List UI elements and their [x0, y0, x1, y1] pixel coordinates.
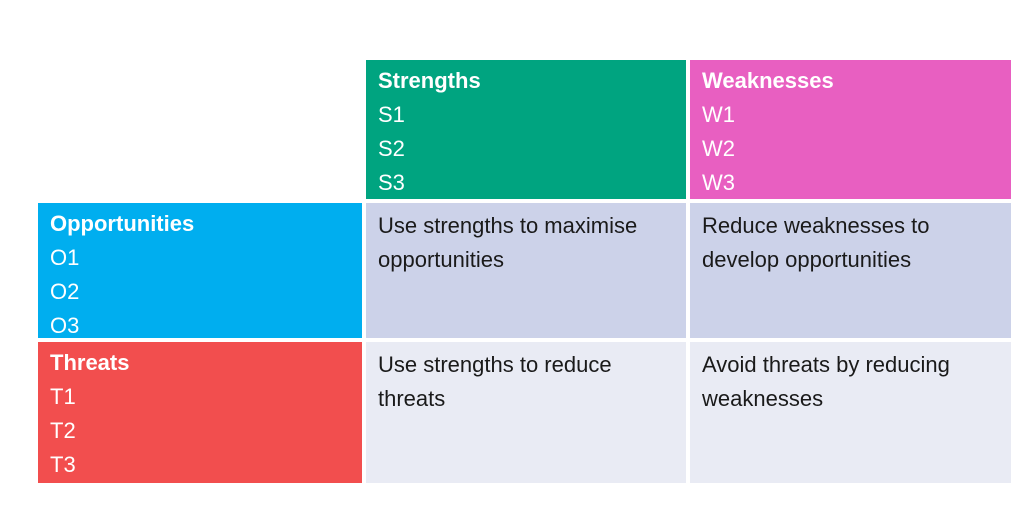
opportunities-header-cell: Opportunities O1 O2 O3 — [38, 203, 362, 338]
strengths-opportunities-strategy-cell: Use strengths to maximise opportunities — [366, 203, 686, 338]
weaknesses-opportunities-strategy-cell: Reduce weaknesses to develop opportuniti… — [690, 203, 1011, 338]
strengths-item-1: S1 — [378, 102, 405, 127]
opportunities-title: Opportunities — [50, 211, 195, 236]
swot-matrix: Strengths S1 S2 S3 Weaknesses W1 W2 W3 O… — [38, 60, 1011, 483]
threats-item-3: T3 — [50, 452, 76, 477]
weaknesses-item-2: W2 — [702, 136, 735, 161]
strengths-threats-strategy-text: Use strengths to reduce threats — [378, 352, 612, 411]
weaknesses-threats-strategy-cell: Avoid threats by reducing weaknesses — [690, 342, 1011, 483]
weaknesses-threats-strategy-text: Avoid threats by reducing weaknesses — [702, 352, 950, 411]
strengths-item-3: S3 — [378, 170, 405, 195]
opportunities-item-2: O2 — [50, 279, 80, 304]
opportunities-item-3: O3 — [50, 313, 80, 338]
weaknesses-opportunities-strategy-text: Reduce weaknesses to develop opportuniti… — [702, 213, 930, 272]
threats-item-2: T2 — [50, 418, 76, 443]
threats-item-1: T1 — [50, 384, 76, 409]
strengths-title: Strengths — [378, 68, 481, 93]
weaknesses-item-1: W1 — [702, 102, 735, 127]
strengths-threats-strategy-cell: Use strengths to reduce threats — [366, 342, 686, 483]
strengths-item-2: S2 — [378, 136, 405, 161]
threats-header-cell: Threats T1 T2 T3 — [38, 342, 362, 483]
corner-spacer-cell — [38, 60, 362, 199]
strengths-opportunities-strategy-text: Use strengths to maximise opportunities — [378, 213, 638, 272]
weaknesses-item-3: W3 — [702, 170, 735, 195]
weaknesses-title: Weaknesses — [702, 68, 834, 93]
threats-title: Threats — [50, 350, 130, 375]
weaknesses-header-cell: Weaknesses W1 W2 W3 — [690, 60, 1011, 199]
opportunities-item-1: O1 — [50, 245, 80, 270]
strengths-header-cell: Strengths S1 S2 S3 — [366, 60, 686, 199]
